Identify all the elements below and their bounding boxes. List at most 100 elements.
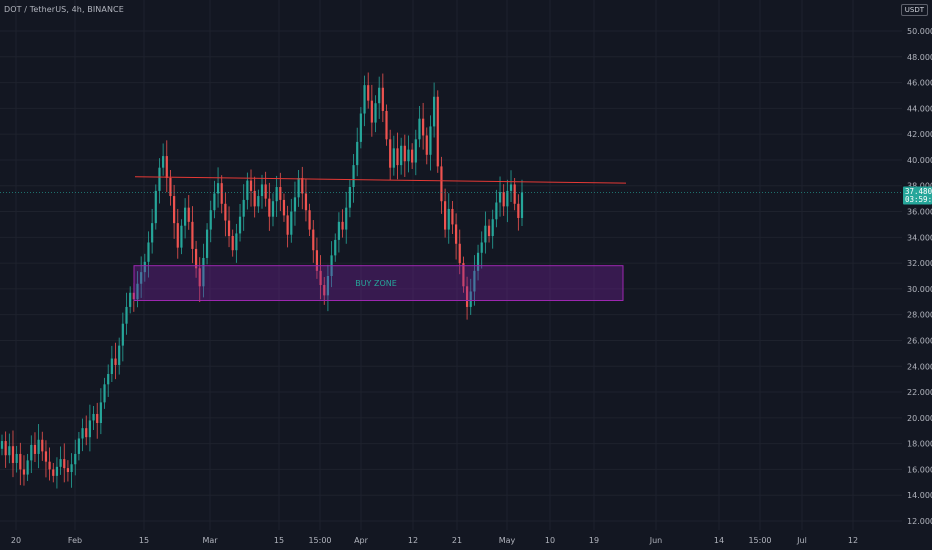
candle — [359, 107, 362, 149]
currency-unit-badge[interactable]: USDT — [900, 4, 928, 16]
candle — [308, 203, 311, 237]
time-axis-panel — [0, 530, 932, 550]
candle — [176, 208, 179, 259]
candle — [44, 440, 48, 478]
price-tick-label: 42.000 — [907, 130, 932, 139]
candle — [407, 135, 410, 173]
candle — [213, 180, 216, 219]
candle — [81, 418, 84, 452]
candle — [454, 213, 458, 260]
price-tick-label: 24.000 — [907, 362, 932, 371]
candle — [183, 198, 187, 239]
time-tick-label: 19 — [589, 536, 599, 545]
candle — [194, 240, 198, 278]
candle — [0, 434, 4, 456]
candle — [363, 75, 366, 127]
candle — [458, 229, 461, 275]
time-axis[interactable]: 20 Feb 15 Mar 15 15:00 Apr 12 21 May 10 19 Jun 14 15:0… — [0, 530, 932, 550]
annotation-lines[interactable] — [0, 176, 902, 193]
candle — [326, 264, 330, 312]
price-tick-label: 34.000 — [907, 233, 932, 242]
candle — [279, 172, 282, 212]
price-tick-label: 40.000 — [907, 156, 932, 165]
candle — [392, 135, 395, 176]
candle — [249, 169, 253, 207]
candle — [22, 455, 26, 486]
candle — [495, 189, 498, 228]
candle — [367, 72, 370, 109]
candle — [41, 431, 44, 461]
candle — [352, 154, 355, 203]
candle — [99, 388, 102, 435]
candle — [451, 200, 454, 234]
price-tick-label: 44.000 — [907, 104, 932, 113]
buy-zone-rect[interactable] — [133, 265, 624, 301]
candle — [429, 115, 432, 171]
candle — [312, 220, 315, 263]
candle — [202, 243, 205, 298]
buy-zone-label: BUY ZONE — [355, 279, 397, 288]
candle — [517, 194, 520, 231]
candle — [66, 460, 70, 482]
candle — [414, 129, 417, 176]
candle — [238, 204, 242, 242]
grid-lines — [0, 0, 902, 530]
price-tag-countdown: 03:59:33 — [905, 195, 932, 204]
price-tick-label: 26.000 — [907, 336, 932, 345]
time-tick-label: 15:00 — [748, 536, 771, 545]
price-tick-label: 46.000 — [907, 79, 932, 88]
candle — [180, 219, 183, 255]
candle — [70, 453, 73, 488]
buy-zone[interactable]: BUY ZONE — [133, 265, 624, 301]
candle — [125, 292, 128, 335]
candle — [107, 364, 110, 397]
candle — [520, 179, 524, 226]
time-tick-label: Apr — [354, 536, 369, 545]
candle — [268, 182, 271, 231]
candle — [433, 82, 436, 138]
candle — [173, 184, 176, 239]
candle — [216, 167, 220, 208]
candle — [385, 104, 388, 146]
price-tick-label: 48.000 — [907, 53, 932, 62]
candle — [48, 447, 51, 481]
candle — [33, 432, 37, 462]
candle — [224, 192, 227, 237]
candle — [337, 212, 341, 253]
candle — [290, 198, 293, 243]
time-tick-label: 15:00 — [308, 536, 331, 545]
candle — [418, 106, 421, 148]
candle — [509, 170, 513, 202]
candle — [465, 276, 469, 320]
candle — [187, 195, 190, 230]
candle — [469, 278, 472, 315]
candle — [381, 73, 384, 123]
candle — [502, 184, 505, 216]
time-tick-label: 12 — [408, 536, 418, 545]
price-tag-box — [903, 186, 932, 205]
candle — [275, 175, 278, 217]
candle — [151, 208, 154, 254]
price-tick-label: 12.000 — [907, 517, 932, 526]
price-axis[interactable]: 12.000 14.000 16.000 18.000 20.000 22.000 24.0… — [902, 0, 932, 550]
candle — [436, 90, 439, 173]
candle — [96, 402, 99, 439]
candle — [30, 435, 33, 474]
candle — [484, 211, 487, 254]
candle — [341, 209, 344, 238]
price-tick-label: 20.000 — [907, 414, 932, 423]
candle — [143, 253, 146, 282]
candle — [37, 424, 40, 469]
candle — [334, 233, 337, 262]
price-tick-label: 22.000 — [907, 388, 932, 397]
candle — [242, 184, 245, 231]
candle — [389, 129, 392, 181]
resistance-line[interactable] — [134, 176, 627, 184]
candle — [257, 189, 260, 213]
candle — [286, 205, 289, 248]
candle — [26, 453, 29, 482]
candle — [422, 102, 425, 150]
symbol-title[interactable]: DOT / TetherUS, 4h, BINANCE — [4, 5, 124, 14]
candle — [348, 179, 351, 218]
